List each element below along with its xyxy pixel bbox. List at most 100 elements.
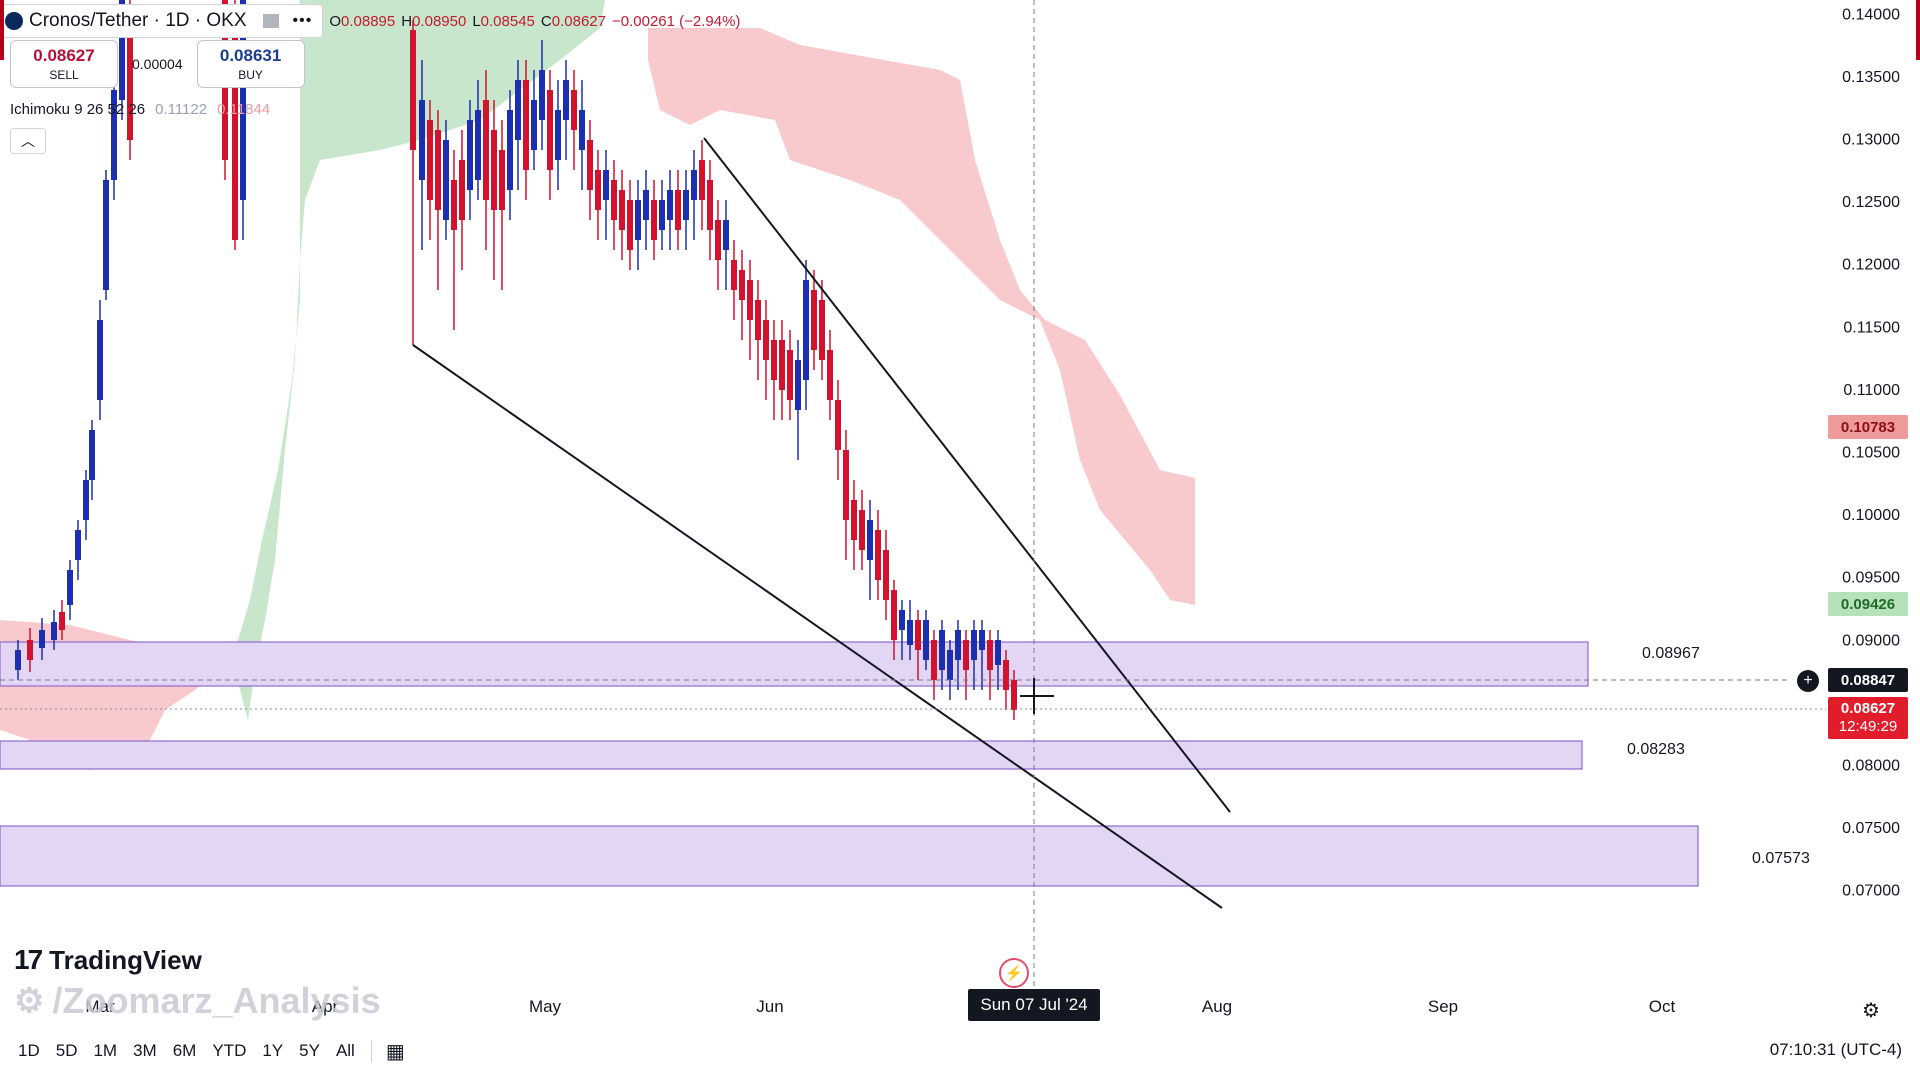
trendlines[interactable] [412, 137, 1231, 909]
candle-body [667, 190, 673, 220]
crosshair-price-tag: 0.08847 [1828, 668, 1908, 692]
indicator-legend[interactable]: Ichimoku 9 26 52 26 0.11122 0.11844 [10, 101, 270, 118]
time-axis-label: Apr [312, 997, 339, 1016]
candle-body [499, 150, 505, 210]
candle-body [507, 110, 513, 190]
range-3m[interactable]: 3M [133, 1041, 157, 1060]
more-icon[interactable]: ••• [292, 12, 313, 29]
candle-body [819, 300, 825, 360]
candle-body [443, 140, 449, 220]
range-6m[interactable]: 6M [172, 1041, 197, 1060]
candle-body [763, 320, 769, 360]
candle-body [899, 610, 905, 630]
lightning-icon[interactable]: ⚡ [999, 958, 1029, 988]
price-tick-label: 0.13500 [1842, 69, 1900, 86]
candle-body [39, 630, 45, 648]
price-tick-label: 0.10000 [1842, 507, 1900, 524]
buy-button[interactable]: 0.08631 BUY [196, 40, 305, 88]
flag-icon[interactable] [262, 14, 279, 28]
range-5d[interactable]: 5D [55, 1041, 78, 1060]
range-all[interactable]: All [335, 1041, 355, 1060]
indicator-value-1: 0.11122 [155, 101, 208, 118]
candle-body [987, 640, 993, 670]
bottom-toolbar: 1D 5D 1M 3M 6M YTD 1Y 5Y All ▦ [0, 1034, 1920, 1068]
trade-panel: 0.08627 SELL 0.00004 0.08631 BUY [10, 40, 305, 88]
ohlc-change: −0.00261 (−2.94%) [611, 12, 741, 30]
candle-body [611, 180, 617, 220]
candle-body [547, 90, 553, 170]
chevron-up-icon: ︿ [21, 133, 35, 149]
buy-label: BUY [238, 68, 263, 82]
zone-1-label: 0.08967 [1642, 645, 1700, 662]
symbol-selector[interactable]: Cronos/Tether · 1D · OKX ••• [0, 4, 324, 38]
frame-edge-left [0, 0, 4, 60]
candle-body [947, 650, 953, 680]
candle-body [563, 80, 569, 120]
watermark-text: /Zoomarz_Analysis [52, 980, 381, 1021]
crosshair-guides [0, 0, 1826, 992]
zone-3-label: 0.07573 [1752, 850, 1810, 867]
price-tick-label: 0.13000 [1842, 131, 1900, 148]
candle-body [979, 630, 985, 650]
candle-body [691, 170, 697, 200]
tradingview-name: TradingView [49, 944, 202, 975]
candle-countdown: 12:49:29 [1838, 718, 1898, 735]
candle-body [232, 10, 238, 240]
sell-label: SELL [49, 68, 79, 82]
collapse-legend-button[interactable]: ︿ [10, 128, 46, 154]
candle-body [995, 640, 1001, 665]
candle-body [27, 640, 33, 660]
range-ytd[interactable]: YTD [212, 1041, 247, 1060]
add-alert-icon[interactable]: + [1797, 670, 1819, 692]
time-axis-label: May [529, 997, 562, 1016]
candle-body [531, 100, 537, 150]
price-tick-label: 0.07000 [1842, 883, 1900, 900]
candle-body [97, 320, 103, 400]
candle-body [579, 110, 585, 150]
candle-body [67, 570, 73, 605]
tradingview-brand[interactable]: 17 TradingView [14, 944, 202, 976]
candle-body [779, 340, 785, 390]
sell-price: 0.08627 [33, 46, 95, 65]
price-axis-ticks: 0.14000 0.13500 0.13000 0.12500 0.12000 0.115… [1842, 6, 1900, 899]
indicator-value-2: 0.11844 [217, 101, 271, 118]
time-axis-label: Sep [1428, 997, 1458, 1016]
candle-body [739, 270, 745, 300]
range-1d[interactable]: 1D [18, 1041, 40, 1060]
candle-body [963, 640, 969, 670]
range-1m[interactable]: 1M [93, 1041, 118, 1060]
candle-body [459, 160, 465, 220]
price-tick-label: 0.09500 [1842, 570, 1900, 587]
candle-body [923, 620, 929, 660]
sell-button[interactable]: 0.08627 SELL [10, 40, 118, 88]
price-tick-label: 0.12000 [1842, 257, 1900, 274]
cloud-green-price-tag: 0.09426 [1828, 592, 1908, 616]
ohlc-high: H0.08950 [401, 12, 467, 30]
indicator-name: Ichimoku 9 26 52 26 [10, 101, 146, 118]
watermark: ⚙ /Zoomarz_Analysis [14, 980, 381, 1022]
candle-body [859, 510, 865, 550]
candle-body [103, 180, 109, 290]
calendar-icon[interactable]: ▦ [385, 1040, 405, 1063]
chart-settings-icon[interactable]: ⚙ [1862, 1000, 1880, 1022]
candle-body [1003, 660, 1009, 690]
ohlc-close: C0.08627 [540, 12, 606, 30]
range-5y[interactable]: 5Y [299, 1041, 320, 1060]
candle-body [891, 590, 897, 640]
candle-body [771, 340, 777, 380]
candle-body [659, 200, 665, 230]
buy-price: 0.08631 [219, 46, 282, 65]
price-tick-label: 0.12500 [1842, 194, 1900, 211]
last-price-tag: 0.08627 12:49:29 [1828, 697, 1908, 739]
tradingview-logo: 17 [14, 944, 43, 975]
candle-body [75, 530, 81, 560]
candle-body [803, 280, 809, 380]
candle-body [795, 360, 801, 410]
candle-body [555, 110, 561, 160]
candle-body [127, 20, 133, 140]
candle-body [603, 170, 609, 200]
support-zones [0, 641, 1699, 887]
range-1y[interactable]: 1Y [262, 1041, 284, 1060]
candle-body [755, 300, 761, 340]
